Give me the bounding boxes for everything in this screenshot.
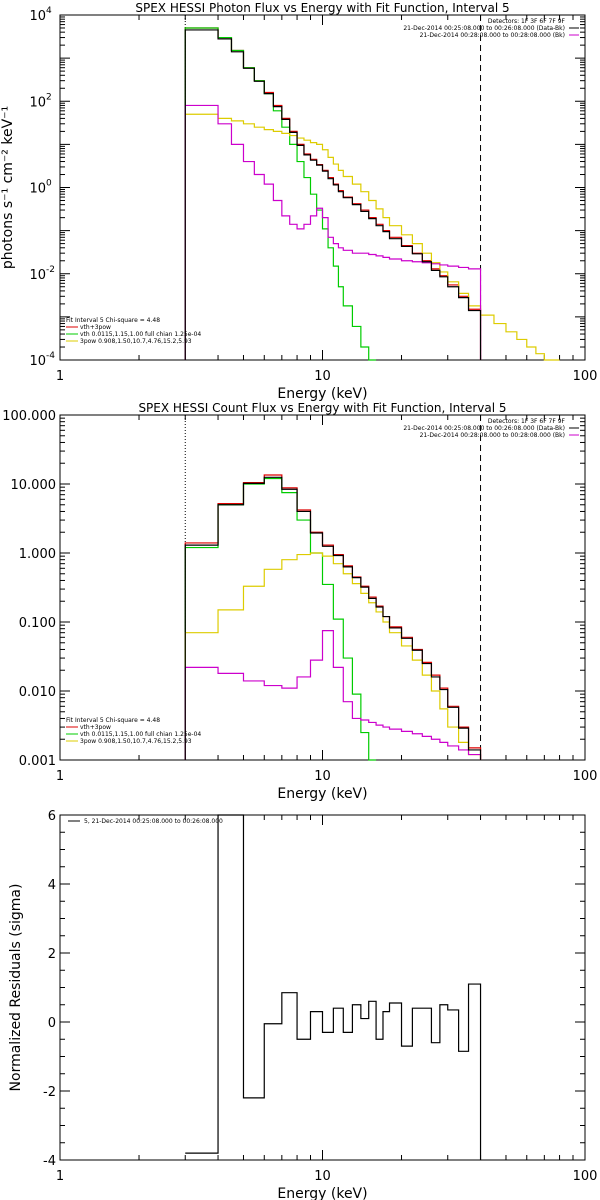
legend-bottom-entry: 3pow 0.908,1.50,10.7,4.76,15.2,5.93 [80,338,192,345]
y-axis-label: photons s⁻¹ cm⁻² keV⁻¹ [0,106,16,269]
y-tick-label: 0.010 [19,685,56,700]
y-tick-label: 1.000 [19,547,56,562]
y-tick-exponent: 0 [46,179,52,189]
residuals-panel: 1 10 100 6 4 2 0 -2 -4 Energy (keV) Normalized Res… [8,809,597,1200]
y-tick-label: 10 [29,268,46,283]
chart-title: SPEX HESSI Photon Flux vs Energy with Fi… [135,1,509,15]
count-flux-panel: 1 10 100 100.000 10.000 1.000 0.100 0.010 0.001 S… [2,401,597,802]
y-tick-label: 6 [48,809,56,824]
y-tick-label: -4 [43,1154,56,1169]
legend-bottom-entry: vth+3pow [80,324,111,331]
legend-bottom-entry: vth 0.0115,1.15,1.00 full chian 1.25e-04 [80,731,201,738]
x-tick-label: 1 [56,769,64,784]
chart-title: SPEX HESSI Count Flux vs Energy with Fit… [138,401,506,415]
series-line-0 [185,814,482,1160]
x-tick-label: 1 [56,369,64,384]
legend-top-entry: 21-Dec-2014 00:25:08.000 to 00:26:08.000… [403,25,565,32]
series-line-3 [184,104,482,360]
series-line-1 [184,477,377,761]
y-tick-exponent: -2 [46,265,55,275]
legend-top-entry: 5, 21-Dec-2014 00:25:08.000 to 00:26:08.… [84,818,223,825]
plot-frame [59,414,586,761]
y-tick-label: 10 [29,9,46,24]
x-axis-label: Energy (keV) [277,1186,367,1200]
y-tick-label: 10 [29,354,46,369]
legend-bottom-entry: Fit Interval 5 Chi-square = 4.48 [66,717,160,724]
legend-top-entry: Detectors: 1F 3F 6F 7F 9F [488,18,566,25]
legend-bottom-entry: 3pow 0.908,1.50,10.7,4.76,15.2,5.93 [80,738,192,745]
y-tick-label: 2 [48,947,56,962]
series-line-1 [184,27,377,361]
legend-top-entry: 21-Dec-2014 00:28:08.000 to 00:28:08.000… [420,432,565,439]
y-tick-label: 4 [48,878,56,893]
plot-frame [59,814,586,1161]
plot-frame [59,14,586,361]
legend-bottom-entry: vth 0.0115,1.15,1.00 full chian 1.25e-04 [80,331,201,338]
series-line-2 [184,113,560,361]
x-tick-label: 1 [56,1169,64,1184]
y-tick-label: 100.000 [2,409,56,424]
x-tick-label: 10 [314,769,331,784]
legend-bottom-entry: vth+3pow [80,724,111,731]
x-tick-label: 10 [314,369,331,384]
y-tick-exponent: 4 [46,6,52,16]
y-tick-label: 10 [29,95,46,110]
y-tick-exponent: -4 [46,351,55,361]
x-tick-label: 100 [573,769,598,784]
x-tick-label: 100 [573,1169,598,1184]
y-tick-exponent: 2 [46,92,52,102]
y-tick-label: 0 [48,1016,56,1031]
y-tick-label: 0.100 [19,616,56,631]
y-tick-label: -2 [43,1085,56,1100]
series-line-3 [184,630,482,760]
y-tick-label: 10.000 [11,478,57,493]
y-tick-label: 0.001 [19,754,56,769]
series-line-4 [184,476,482,760]
legend-top-entry: Detectors: 1F 3F 6F 7F 9F [488,418,566,425]
y-axis-label: Normalized Residuals (sigma) [8,884,24,1092]
legend-bottom-entry: Fit Interval 5 Chi-square = 4.48 [66,317,160,324]
series-line-4 [184,29,482,360]
x-axis-label: Energy (keV) [277,386,367,402]
legend-top-entry: 21-Dec-2014 00:25:08.000 to 00:26:08.000… [403,425,565,432]
series-line-0 [184,27,482,360]
x-tick-label: 100 [573,369,598,384]
x-tick-label: 10 [314,1169,331,1184]
y-tick-label: 10 [29,182,46,197]
legend-top-entry: 21-Dec-2014 00:28:08.000 to 00:28:08.000… [420,32,565,39]
x-axis-label: Energy (keV) [277,786,367,802]
